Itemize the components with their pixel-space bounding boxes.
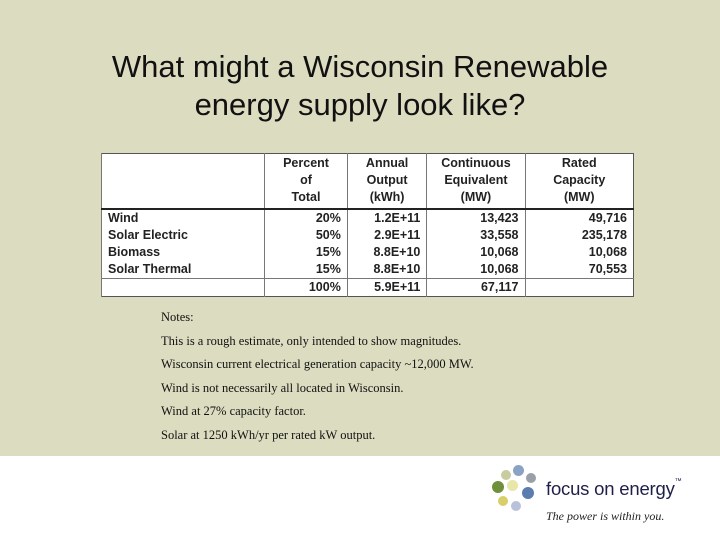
brand-text: focus on energy [546,478,675,499]
row-label: Biomass [100,244,265,261]
notes-heading: Notes: [161,310,194,324]
row-label: Wind [100,209,265,227]
percent-cell: 50% [264,227,348,244]
note-line: Solar at 1250 kWh/yr per rated kW output… [161,427,376,442]
row-label: Solar Thermal [100,261,265,279]
header-cell-output: Annual Output (kWh) [346,153,427,210]
output-cell: 8.8E+10 [346,261,427,279]
note-line: This is a rough estimate, only intended … [161,333,462,348]
title-line-1: What might a Wisconsin Renewable [111,49,609,84]
logo-dot [501,470,511,480]
title-line-2: energy supply look like? [194,87,526,122]
note-line: Wind at 27% capacity factor. [161,404,306,418]
slide-title: What might a Wisconsin Renewable energy … [60,48,660,124]
energy-supply-table: Percent of Total Annual Output (kWh) Con… [100,153,634,297]
continuous-cell: 33,558 [426,227,525,244]
brand-name: focus on energy™ [546,478,682,500]
brand-tagline: The power is within you. [546,509,665,523]
table-header-row: Percent of Total Annual Output (kWh) Con… [100,153,634,210]
header-cell-continuous: Continuous Equivalent (MW) [426,153,525,210]
continuous-cell: 10,068 [426,244,525,261]
header-cell-source [100,153,265,210]
logo-dot [526,473,536,483]
trademark-mark: ™ [674,478,682,485]
table-row: Solar Thermal 15% 8.8E+10 10,068 70,553 [100,261,634,279]
header-cell-percent: Percent of Total [264,153,348,210]
percent-cell: 20% [264,209,348,227]
header-text: of [300,173,312,187]
header-text: Total [291,190,321,204]
total-continuous-cell: 67,117 [426,278,525,297]
header-text: Continuous [441,156,511,170]
header-text: (MW) [460,190,492,204]
total-output-cell: 5.9E+11 [346,278,427,297]
notes-block: Notes: This is a rough estimate, only in… [161,306,681,447]
table-row: Solar Electric 50% 2.9E+11 33,558 235,17… [100,227,634,244]
percent-cell: 15% [264,244,348,261]
note-line: Wisconsin current electrical generation … [161,357,474,371]
total-rated-cell [524,278,634,297]
header-text: Capacity [553,173,606,187]
header-text: Equivalent [444,173,508,187]
total-percent-cell: 100% [264,278,348,297]
header-text: (kWh) [369,190,405,204]
logo-dot [511,501,521,511]
logo-dot [498,496,508,506]
continuous-cell: 10,068 [426,261,525,279]
rated-cell: 235,178 [524,227,634,244]
note-line: Wind is not necessarily all located in W… [161,380,404,395]
rated-cell: 10,068 [524,244,634,261]
header-text: Output [366,173,408,187]
focus-on-energy-logo-mark [492,465,542,515]
percent-cell: 15% [264,261,348,279]
output-cell: 8.8E+10 [346,244,427,261]
row-label: Solar Electric [100,227,265,244]
total-row: 100% 5.9E+11 67,117 [100,278,634,297]
logo-dot [513,465,524,476]
header-text: Annual [365,156,409,170]
table-row: Biomass 15% 8.8E+10 10,068 10,068 [100,244,634,261]
rated-cell: 49,716 [524,209,634,227]
output-cell: 2.9E+11 [346,227,427,244]
rated-cell: 70,553 [524,261,634,279]
table-row: Wind 20% 1.2E+11 13,423 49,716 [100,209,634,227]
header-text: Percent [283,156,329,170]
header-text: Rated [561,156,597,170]
total-label [100,278,265,297]
output-cell: 1.2E+11 [346,209,427,227]
continuous-cell: 13,423 [426,209,525,227]
logo-dot [507,480,518,491]
logo-dot [492,481,504,493]
header-text: (MW) [563,190,595,204]
header-cell-rated: Rated Capacity (MW) [524,153,634,210]
logo-dot [522,487,534,499]
